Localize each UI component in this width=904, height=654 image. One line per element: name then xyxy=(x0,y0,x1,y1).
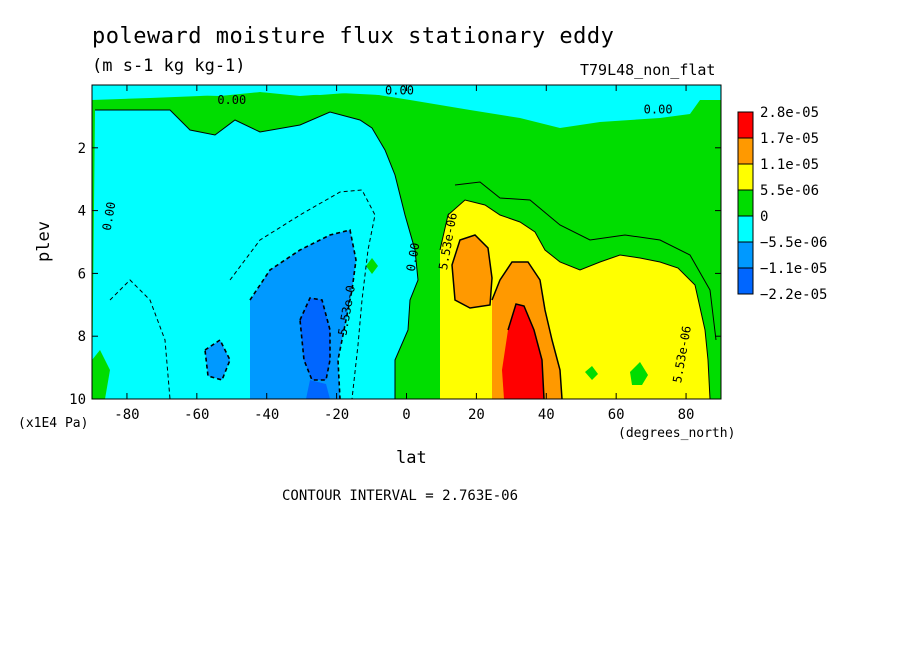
legend-swatch xyxy=(737,163,754,191)
contour-label: 0.00 xyxy=(217,93,246,107)
y-tick-label: 2 xyxy=(78,141,86,157)
field-green-spot xyxy=(585,366,598,380)
field-green-blob-1 xyxy=(92,350,110,399)
negative-contour-lines xyxy=(109,189,376,399)
field-negative-strong xyxy=(300,298,330,399)
contour-label: 0.00 xyxy=(644,102,673,116)
field-green-blob-2 xyxy=(366,258,378,274)
field-positive-max xyxy=(502,304,544,399)
legend-label: 0 xyxy=(760,209,768,225)
legend-label: −5.5e-06 xyxy=(760,235,827,251)
legend-label: 2.8e-05 xyxy=(760,105,819,121)
field-negative-region xyxy=(92,85,721,399)
legend-label: 5.5e-06 xyxy=(760,183,819,199)
y-tick-label: 8 xyxy=(78,329,86,345)
axis-ticks: -80 -60 -40 -20 0 20 40 60 80 2 4 6 8 10 xyxy=(69,85,721,423)
x-axis-label: lat xyxy=(396,448,427,468)
field-green-spot-2 xyxy=(630,362,648,385)
x-tick-label: 40 xyxy=(538,407,555,423)
legend-label: −1.1e-05 xyxy=(760,261,827,277)
y-axis-label: plev xyxy=(34,221,54,262)
color-legend: 2.8e-05 1.7e-05 1.1e-05 5.5e-06 0 −5.5e-06 −1.… xyxy=(737,105,827,303)
y-tick-label: 6 xyxy=(78,266,86,282)
y-tick-label: 4 xyxy=(78,204,86,220)
contour-interval-note: CONTOUR INTERVAL = 2.763E-06 xyxy=(282,488,519,504)
legend-label: 1.7e-05 xyxy=(760,131,819,147)
legend-swatch xyxy=(737,137,754,165)
y-axis-units: (x1E4 Pa) xyxy=(18,416,89,431)
x-tick-label: 20 xyxy=(468,407,485,423)
legend-label: 1.1e-05 xyxy=(760,157,819,173)
legend-swatch xyxy=(737,189,754,217)
x-axis-units: (degrees_north) xyxy=(618,426,736,441)
legend-swatch xyxy=(737,111,754,139)
x-tick-label: -60 xyxy=(184,407,209,423)
x-tick-label: -40 xyxy=(254,407,279,423)
x-tick-label: -80 xyxy=(114,407,139,423)
chart-title: poleward moisture flux stationary eddy xyxy=(92,24,615,49)
contour-label: 0.00 xyxy=(100,201,119,232)
chart-units: (m s-1 kg kg-1) xyxy=(92,56,246,76)
legend-swatch xyxy=(737,241,754,269)
field-top-cyan-band xyxy=(92,85,721,100)
x-tick-label: -20 xyxy=(324,407,349,423)
contour-label: 0.00 xyxy=(385,83,414,97)
legend-label: −2.2e-05 xyxy=(760,287,827,303)
plot-area: 0.000.000.000.000.00 5.53e-065.53e-05.53e… xyxy=(92,83,721,399)
x-tick-label: 60 xyxy=(608,407,625,423)
x-tick-label: 0 xyxy=(402,407,410,423)
legend-swatch xyxy=(737,215,754,243)
contour-lines xyxy=(95,109,717,399)
x-tick-label: 80 xyxy=(678,407,695,423)
legend-swatch xyxy=(737,267,754,295)
run-label: T79L48_non_flat xyxy=(580,61,716,79)
contour-label: 0.00 xyxy=(404,242,423,273)
y-tick-label: 10 xyxy=(69,392,86,408)
